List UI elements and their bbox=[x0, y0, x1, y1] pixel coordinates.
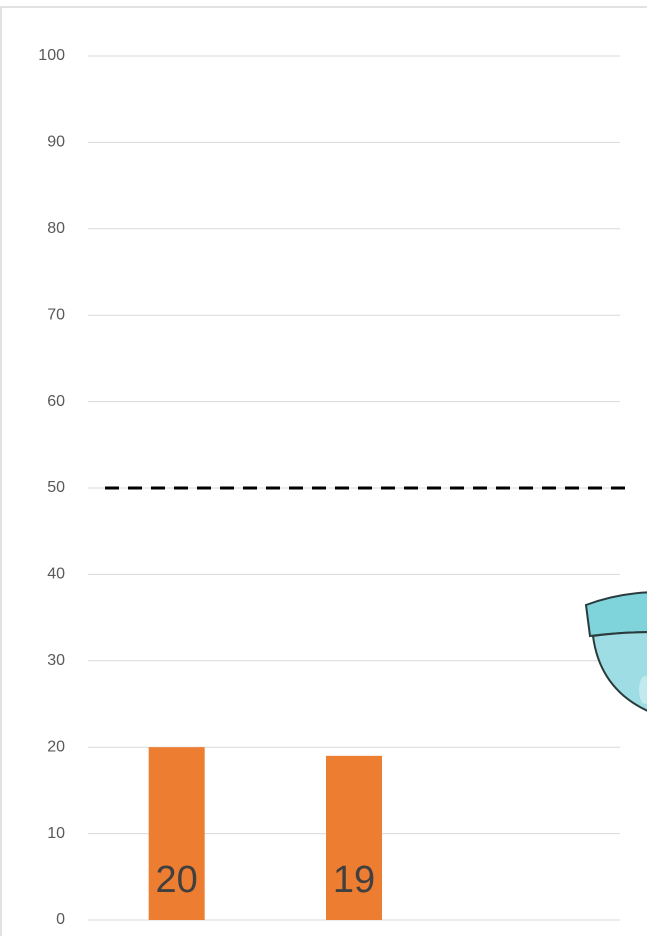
bowl-illustration bbox=[584, 591, 647, 712]
chart-frame bbox=[0, 6, 647, 936]
bar bbox=[326, 755, 382, 920]
y-tick-label: 0 bbox=[56, 911, 65, 928]
y-tick-label: 30 bbox=[47, 652, 65, 669]
marks: 20 19 bbox=[105, 486, 625, 920]
bar bbox=[148, 747, 205, 920]
y-tick-label: 50 bbox=[47, 479, 65, 496]
y-tick-label: 60 bbox=[47, 393, 65, 410]
y-tick-label: 80 bbox=[47, 220, 65, 237]
y-tick-label: 20 bbox=[47, 738, 65, 755]
y-tick-label: 70 bbox=[47, 306, 65, 323]
y-tick-label: 40 bbox=[47, 566, 65, 583]
data-label: 20 bbox=[156, 859, 198, 901]
y-tick-label: 10 bbox=[47, 825, 65, 842]
data-label: 19 bbox=[333, 859, 375, 901]
y-tick-label: 90 bbox=[47, 134, 65, 151]
y-tick-label: 100 bbox=[38, 47, 65, 64]
